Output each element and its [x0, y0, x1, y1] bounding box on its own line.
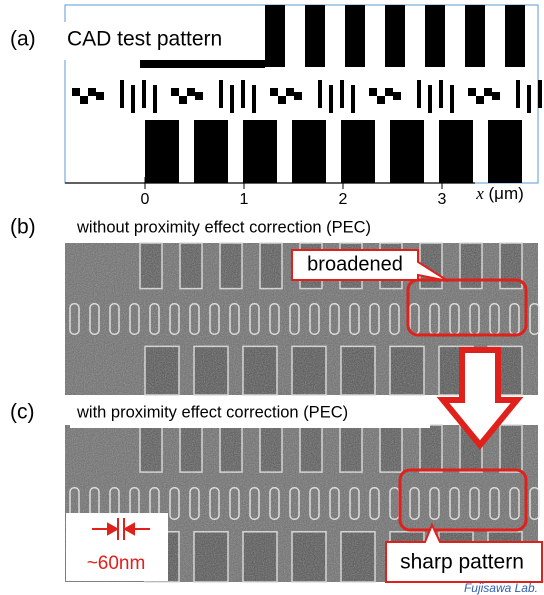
sq	[187, 88, 195, 96]
bar	[385, 5, 405, 67]
panel-label: (a)	[10, 28, 36, 51]
line	[428, 85, 432, 113]
line	[527, 85, 531, 113]
sq	[393, 92, 401, 100]
bar	[145, 120, 179, 183]
bar	[265, 5, 285, 67]
sq	[270, 88, 278, 96]
credit: Fujisawa Lab.	[464, 581, 538, 595]
sq	[385, 88, 393, 96]
line	[450, 85, 454, 113]
bar	[341, 120, 375, 183]
sq	[72, 88, 80, 96]
scale-label: ~60nm	[87, 553, 146, 574]
sq	[96, 92, 104, 100]
axis-variable: x	[475, 184, 484, 203]
sq	[80, 96, 88, 104]
callout-text: broadened	[307, 253, 403, 275]
bar	[194, 120, 228, 183]
line	[153, 85, 157, 113]
panel-title: with proximity effect correction (PEC)	[76, 403, 348, 421]
bar	[505, 5, 525, 67]
line	[120, 80, 124, 108]
bar	[465, 5, 485, 67]
line	[351, 85, 355, 113]
tick-label: 0	[141, 191, 150, 208]
line	[142, 80, 146, 108]
bar	[425, 5, 445, 67]
panel-title: without proximity effect correction (PEC…	[76, 218, 371, 236]
sq	[286, 88, 294, 96]
line	[538, 80, 542, 108]
figure: (a) CAD test pattern 0 1 2 3 x (μm) (b) wit…	[0, 0, 544, 595]
tick-label: 1	[240, 191, 249, 208]
line	[241, 80, 245, 108]
line	[230, 85, 234, 113]
sq	[294, 92, 302, 100]
line	[417, 80, 421, 108]
sq	[476, 96, 484, 104]
bar	[390, 120, 424, 183]
axis-unit: (μm)	[489, 184, 524, 203]
sq	[492, 92, 500, 100]
sq	[195, 92, 203, 100]
line	[340, 80, 344, 108]
bar	[292, 120, 326, 183]
line	[219, 80, 223, 108]
line	[439, 80, 443, 108]
sq	[369, 88, 377, 96]
bar	[243, 120, 277, 183]
tick-label: 3	[438, 191, 447, 208]
sq	[88, 88, 96, 96]
panel-label: (c)	[10, 401, 35, 424]
callout-text: sharp pattern	[400, 551, 524, 574]
sq	[179, 96, 187, 104]
tick-label: 2	[339, 191, 348, 208]
bar	[488, 120, 522, 183]
line	[329, 85, 333, 113]
bar	[345, 5, 365, 67]
sq	[484, 88, 492, 96]
block	[140, 60, 265, 68]
line	[516, 80, 520, 108]
line	[131, 85, 135, 113]
sq	[171, 88, 179, 96]
panel-label: (b)	[10, 216, 36, 239]
bar	[439, 120, 473, 183]
panel-title: CAD test pattern	[67, 28, 222, 51]
sq	[468, 88, 476, 96]
line	[252, 85, 256, 113]
sq	[377, 96, 385, 104]
sq	[278, 96, 286, 104]
line	[318, 80, 322, 108]
axis-label: x (μm)	[475, 184, 524, 204]
bar	[305, 5, 325, 67]
